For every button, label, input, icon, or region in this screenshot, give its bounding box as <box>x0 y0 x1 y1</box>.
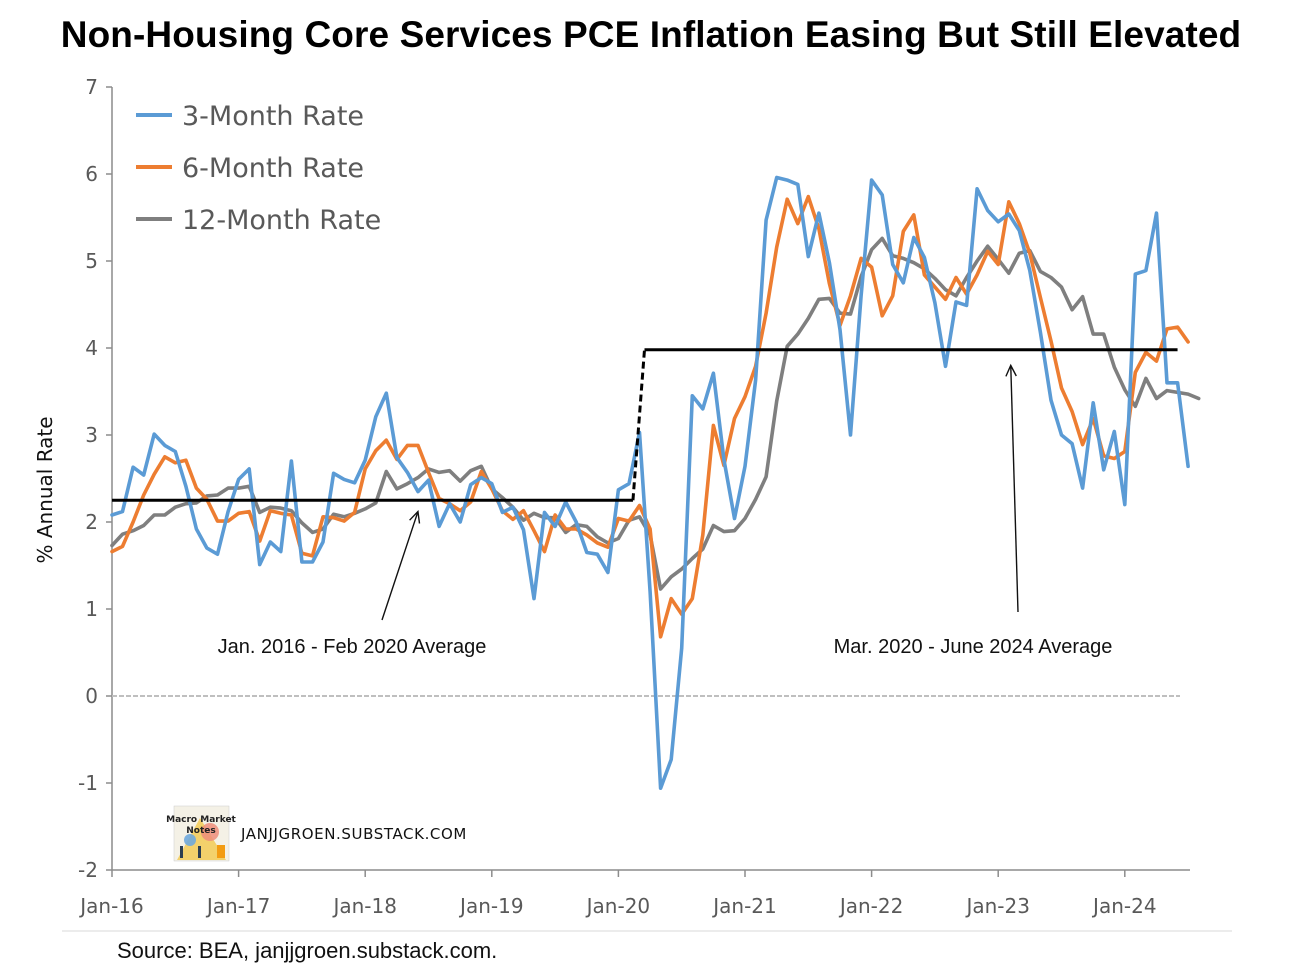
logo-text-line-1: Macro Market <box>166 815 236 825</box>
y-tick-label: 1 <box>85 597 98 621</box>
x-tick-label: Jan-21 <box>711 894 777 918</box>
annotation-label-2: Mar. 2020 - June 2024 Average <box>834 636 1113 658</box>
annotation-arrow-1 <box>382 512 418 620</box>
y-axis: -2 -1 0 1 2 3 4 5 6 7 <box>78 75 112 882</box>
y-tick-label: 3 <box>85 423 98 447</box>
y-tick-label: -2 <box>78 858 98 882</box>
x-axis: Jan-16 Jan-17 Jan-18 Jan-19 Jan-20 Jan-21 Jan-… <box>78 870 1190 918</box>
x-tick-label: Jan-18 <box>331 894 397 918</box>
x-tick-label: Jan-20 <box>585 894 651 918</box>
watermark: Macro Market Notes JANJJGROEN.SUBSTACK.C… <box>166 806 467 861</box>
chart: -2-101234567 Jan-16 Jan-17 Jan-18 Jan-19 Jan… <box>0 0 1302 977</box>
legend-label: 6-Month Rate <box>182 153 364 184</box>
legend: 3-Month Rate 6-Month Rate 12-Month Rate <box>136 101 381 236</box>
y-tick-label: -1 <box>78 771 98 795</box>
y-axis-label: % Annual Rate <box>33 416 57 563</box>
x-tick-label: Jan-22 <box>838 894 904 918</box>
legend-label: 12-Month Rate <box>182 205 381 236</box>
x-tick-label: Jan-23 <box>964 894 1030 918</box>
watermark-url: JANJJGROEN.SUBSTACK.COM <box>240 825 467 843</box>
logo-text-line-2: Notes <box>186 826 215 836</box>
y-tick-label: 4 <box>85 336 98 360</box>
y-tick-label: 6 <box>85 162 98 186</box>
x-tick-label: Jan-17 <box>205 894 271 918</box>
y-tick-label: 2 <box>85 510 98 534</box>
series-line-12-month <box>112 238 1199 589</box>
x-tick-label: Jan-19 <box>458 894 524 918</box>
annotation-arrow-2 <box>1011 365 1018 612</box>
y-tick-label: 5 <box>85 249 98 273</box>
annotation-label-1: Jan. 2016 - Feb 2020 Average <box>218 636 487 658</box>
legend-label: 3-Month Rate <box>182 101 364 132</box>
average-lines <box>112 350 1178 501</box>
x-tick-label: Jan-24 <box>1091 894 1157 918</box>
macro-market-notes-logo: Macro Market Notes <box>166 806 236 861</box>
x-tick-label: Jan-16 <box>78 894 144 918</box>
y-tick-label: 7 <box>85 75 98 99</box>
y-tick-label: 0 <box>85 684 98 708</box>
source-note: Source: BEA, janjjgroen.substack.com. <box>117 938 497 964</box>
